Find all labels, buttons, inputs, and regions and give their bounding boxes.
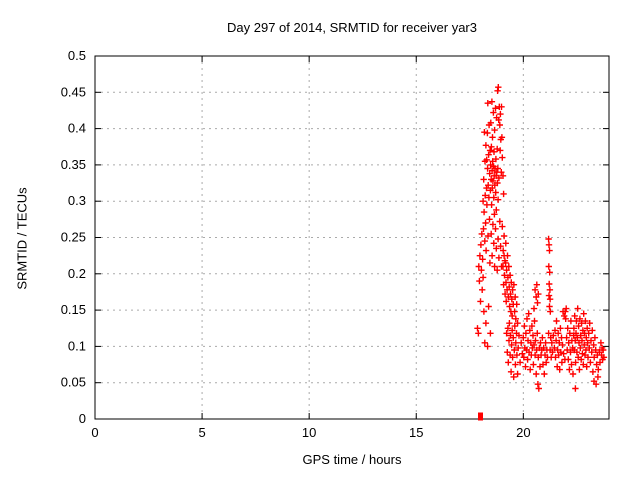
y-tick-label: 0.2 xyxy=(68,266,86,281)
y-axis-label: SRMTID / TECUs xyxy=(14,187,30,290)
y-tick-label: 0.35 xyxy=(61,157,86,172)
x-tick-label: 10 xyxy=(302,425,316,440)
y-tick-label: 0.15 xyxy=(61,302,86,317)
x-tick-label: 20 xyxy=(516,425,530,440)
x-tick-label: 0 xyxy=(91,425,98,440)
x-tick-label: 15 xyxy=(409,425,423,440)
x-axis-label: GPS time / hours xyxy=(302,452,402,467)
y-tick-label: 0 xyxy=(79,411,86,426)
data-points xyxy=(474,84,608,392)
y-tick-label: 0.25 xyxy=(61,230,86,245)
y-tick-label: 0.4 xyxy=(68,121,86,136)
y-tick-label: 0.05 xyxy=(61,375,86,390)
y-tick-label: 0.1 xyxy=(68,338,86,353)
zero-axis-marker xyxy=(478,412,483,421)
chart-title: Day 297 of 2014, SRMTID for receiver yar… xyxy=(227,20,477,35)
y-tick-label: 0.45 xyxy=(61,84,86,99)
y-tick-label: 0.3 xyxy=(68,193,86,208)
y-tick-label: 0.5 xyxy=(68,48,86,63)
x-tick-label: 5 xyxy=(198,425,205,440)
